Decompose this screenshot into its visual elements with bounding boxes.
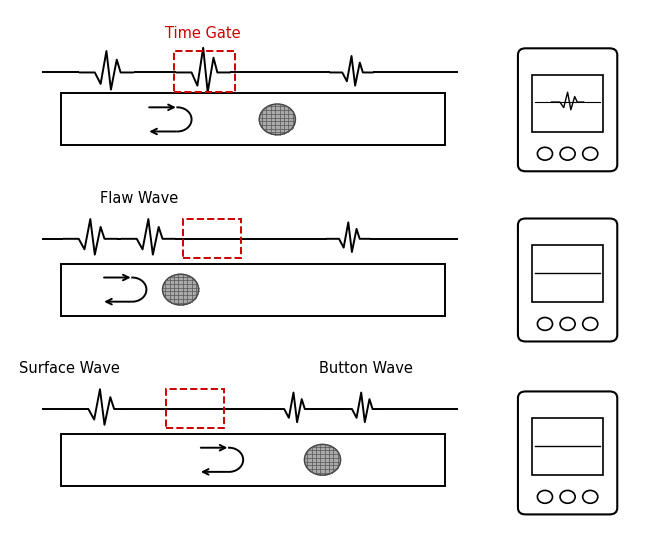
Circle shape — [582, 147, 598, 160]
Bar — [183, 219, 241, 258]
Bar — [532, 75, 603, 132]
Circle shape — [304, 445, 341, 475]
Bar — [166, 389, 224, 428]
Bar — [174, 51, 235, 92]
Bar — [61, 264, 445, 316]
Text: Time Gate: Time Gate — [165, 26, 241, 41]
Circle shape — [582, 317, 598, 330]
Circle shape — [560, 490, 575, 503]
Circle shape — [537, 147, 553, 160]
Bar — [532, 418, 603, 475]
FancyBboxPatch shape — [518, 391, 617, 514]
Bar — [532, 245, 603, 302]
Circle shape — [163, 274, 199, 305]
Circle shape — [560, 317, 575, 330]
FancyBboxPatch shape — [518, 48, 617, 171]
Bar — [61, 434, 445, 486]
Text: Flaw Wave: Flaw Wave — [100, 191, 178, 206]
Text: Surface Wave: Surface Wave — [19, 361, 120, 376]
FancyBboxPatch shape — [518, 219, 617, 341]
Circle shape — [537, 317, 553, 330]
Text: Button Wave: Button Wave — [319, 361, 413, 376]
Circle shape — [560, 147, 575, 160]
Bar — [61, 93, 445, 145]
Circle shape — [259, 104, 295, 135]
Circle shape — [582, 490, 598, 503]
Circle shape — [537, 490, 553, 503]
